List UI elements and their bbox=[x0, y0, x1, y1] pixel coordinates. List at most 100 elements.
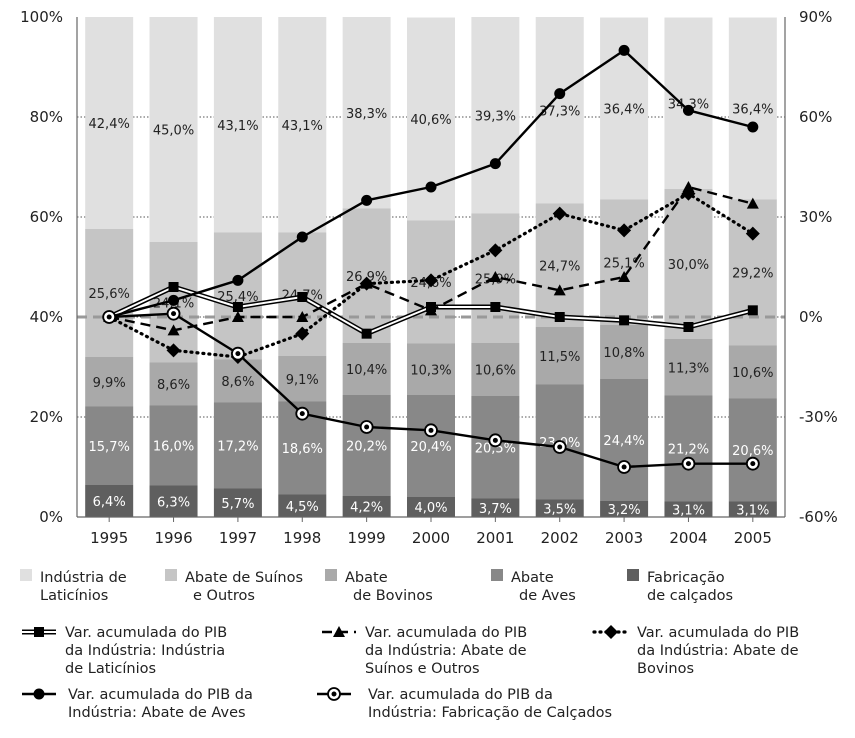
data-point bbox=[683, 322, 694, 332]
bar-value-label: 3,2% bbox=[608, 503, 641, 518]
right-axis-tick-label: -60% bbox=[799, 508, 838, 526]
right-axis-tick-label: -30% bbox=[799, 408, 838, 426]
bar-value-label: 29,2% bbox=[732, 267, 773, 282]
bar-value-label: 24,7% bbox=[539, 259, 580, 274]
bar-segment bbox=[278, 17, 327, 233]
bar-value-label: 16,0% bbox=[153, 440, 194, 455]
bar-value-label: 36,4% bbox=[732, 103, 773, 118]
x-axis-tick-label: 1995 bbox=[90, 529, 128, 547]
data-point bbox=[489, 271, 502, 282]
bar-value-label: 4,0% bbox=[414, 501, 447, 516]
x-axis-tick-label: 1998 bbox=[283, 529, 321, 547]
data-point bbox=[232, 302, 243, 312]
data-point-center bbox=[364, 424, 370, 430]
bar-value-label: 11,5% bbox=[539, 350, 580, 365]
bar-value-label: 20,5% bbox=[475, 441, 516, 456]
legend-swatch bbox=[491, 569, 503, 581]
data-point bbox=[295, 326, 310, 341]
bar-segment bbox=[85, 17, 134, 229]
x-axis-tick-label: 1996 bbox=[154, 529, 192, 547]
bar-segment bbox=[278, 494, 327, 517]
legend-label: de Aves bbox=[519, 588, 576, 604]
x-axis-tick-label: 2004 bbox=[669, 529, 707, 547]
data-point-center bbox=[621, 464, 627, 470]
bar-segment bbox=[342, 496, 391, 517]
bar-segment bbox=[342, 343, 391, 395]
data-point bbox=[297, 292, 308, 302]
legend-marker bbox=[333, 626, 345, 637]
legend-item-line: Var. acumulada do PIB da Indústria: Indús… bbox=[22, 625, 227, 677]
x-axis-tick-label: 2002 bbox=[541, 529, 579, 547]
legend: Indústria de Laticínios Abate de Suínos e O… bbox=[20, 569, 799, 721]
legend-label: de calçados bbox=[647, 588, 733, 604]
data-point bbox=[682, 104, 694, 116]
data-point bbox=[746, 197, 759, 209]
data-point bbox=[747, 121, 759, 133]
bar-segment bbox=[213, 359, 262, 403]
data-point bbox=[745, 226, 760, 241]
bar-value-label: 9,1% bbox=[286, 373, 319, 388]
segment-labels: 6,4% 6,3% 5,7% 4,5% 4,2% 4,0% 3,7% 3,5% 3,2% 3,1%… bbox=[89, 97, 774, 518]
stacked-bars bbox=[85, 17, 777, 517]
bar-segment bbox=[471, 396, 520, 499]
legend-label: Var. acumulada do PIB bbox=[65, 625, 227, 641]
bar-segment bbox=[728, 501, 777, 517]
bar-segment bbox=[85, 406, 134, 485]
legend-label: Var. acumulada do PIB da bbox=[368, 687, 553, 703]
legend-label: Var. acumulada do PIB bbox=[637, 625, 799, 641]
legend-item-line: Var. acumulada do PIB da Indústria: Abate… bbox=[592, 625, 799, 677]
right-axis-tick-label: 0% bbox=[799, 308, 823, 326]
x-axis-tick-label: 2005 bbox=[734, 529, 772, 547]
data-point bbox=[361, 194, 373, 206]
data-point bbox=[554, 88, 566, 100]
bar-value-label: 37,3% bbox=[539, 104, 580, 119]
series-line bbox=[107, 192, 755, 359]
legend-label: Abate bbox=[345, 570, 388, 586]
legend-marker bbox=[33, 688, 45, 700]
legend-label: Suínos e Outros bbox=[365, 661, 480, 677]
bar-value-label: 43,1% bbox=[282, 119, 323, 134]
bar-value-label: 24,4% bbox=[603, 434, 644, 449]
x-axis-tick-label: 2000 bbox=[412, 529, 450, 547]
bar-segment bbox=[342, 17, 391, 209]
legend-label: Var. acumulada do PIB da bbox=[68, 687, 253, 703]
left-axis-tick-label: 0% bbox=[39, 508, 63, 526]
data-point bbox=[361, 328, 372, 339]
legend-label: Indústria: Fabricação de Calçados bbox=[368, 705, 612, 721]
data-point bbox=[425, 304, 437, 316]
data-point bbox=[618, 271, 631, 282]
legend-swatch bbox=[627, 569, 639, 581]
bar-segment bbox=[149, 17, 198, 242]
legend-item-bar: Abate de Suínos e Outros bbox=[165, 569, 303, 604]
data-point bbox=[168, 282, 179, 292]
bar-value-label: 9,9% bbox=[93, 376, 126, 391]
bar-segment bbox=[600, 325, 649, 379]
x-axis-tick-label: 2003 bbox=[605, 529, 643, 547]
bar-segment bbox=[728, 17, 777, 200]
bar-segment bbox=[407, 395, 455, 497]
bar-segment bbox=[471, 343, 520, 396]
data-point-center bbox=[685, 461, 691, 467]
data-point bbox=[296, 231, 308, 243]
data-point bbox=[489, 158, 501, 170]
bar-segment bbox=[600, 501, 649, 517]
data-point-center bbox=[557, 444, 563, 450]
data-point bbox=[747, 305, 758, 316]
legend-swatch bbox=[20, 569, 32, 581]
data-point-center bbox=[299, 411, 305, 417]
legend-label: Abate de Suínos bbox=[185, 570, 303, 586]
data-point bbox=[617, 223, 632, 238]
data-point bbox=[166, 343, 181, 358]
bar-value-label: 25,6% bbox=[89, 287, 130, 302]
data-point bbox=[682, 181, 695, 192]
bar-segment bbox=[535, 327, 584, 385]
legend-label: Fabricação bbox=[647, 570, 725, 586]
legend-item-bar: Abate de Bovinos bbox=[325, 569, 433, 604]
x-axis-tick-label: 1999 bbox=[348, 529, 386, 547]
data-point bbox=[231, 311, 244, 322]
legend-item-bar: Fabricação de calçados bbox=[627, 569, 733, 604]
bar-value-label: 8,6% bbox=[221, 375, 254, 390]
bar-segment bbox=[342, 395, 391, 496]
legend-label: Var. acumulada do PIB bbox=[365, 625, 527, 641]
